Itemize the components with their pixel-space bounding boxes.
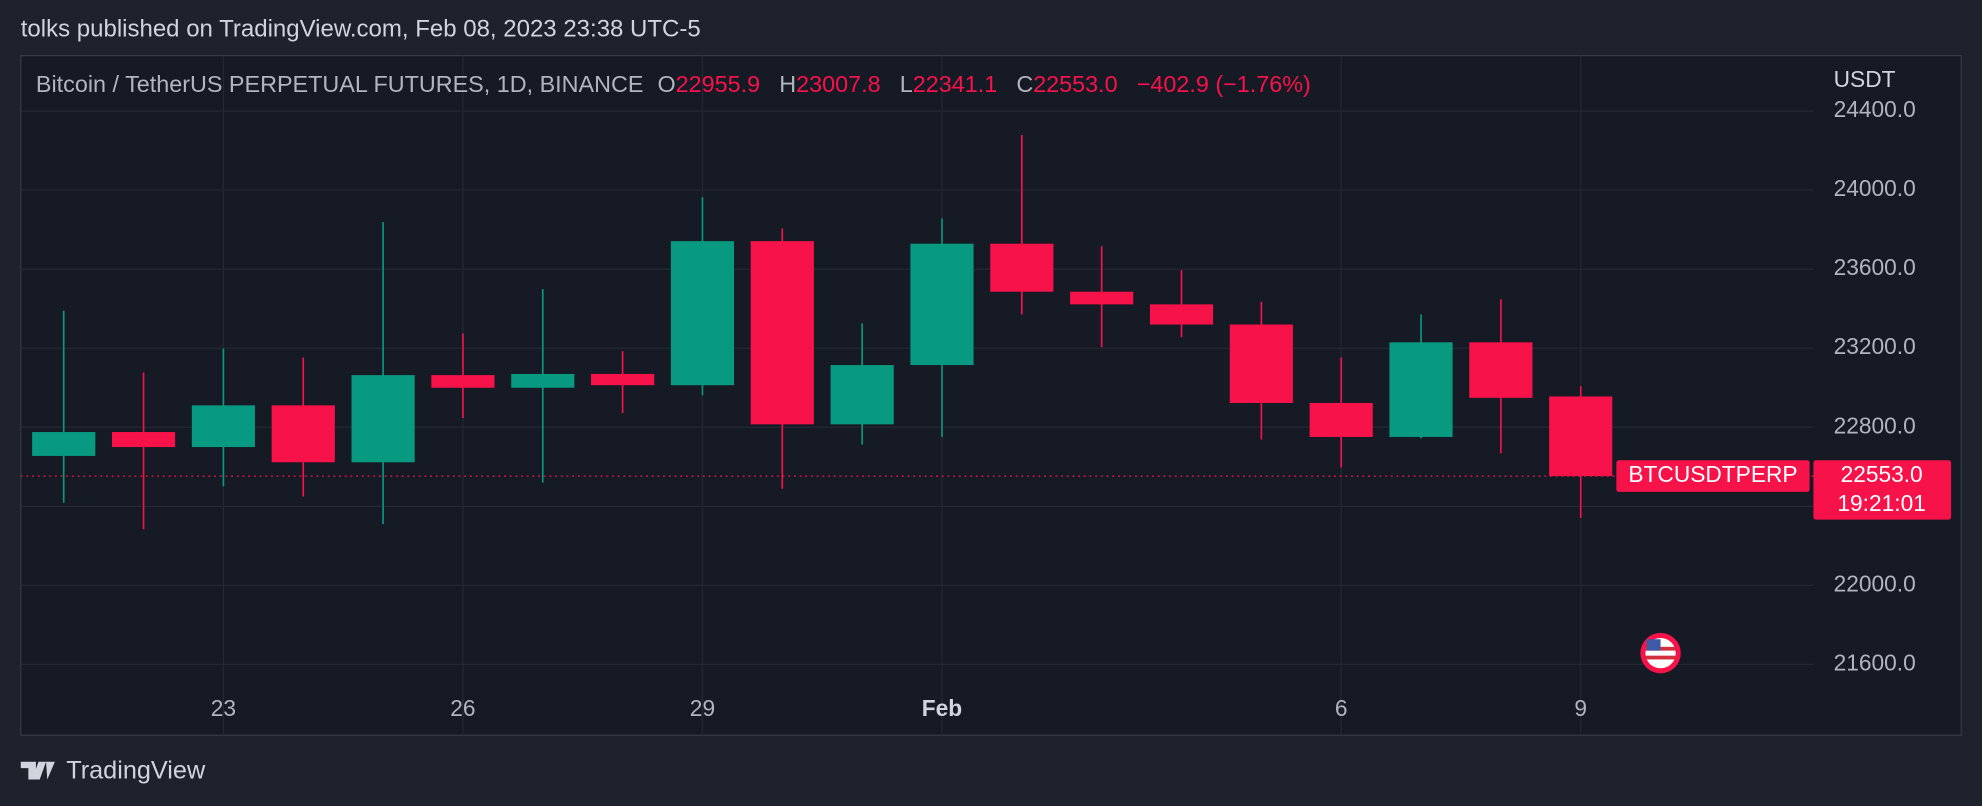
symbol-label: BTCUSDTPERP (1628, 461, 1797, 487)
legend-key: C (1016, 71, 1033, 97)
legend-value: 23007.8 (796, 71, 880, 97)
candle-body (351, 375, 415, 463)
chart-panel (20, 54, 1962, 736)
candle-body (830, 365, 894, 425)
candle-body (1149, 304, 1214, 325)
legend-change: −402.9 (−1.76%) (1137, 71, 1311, 97)
candle-body (591, 373, 655, 386)
chart-title: Bitcoin / TetherUS PERPETUAL FUTURES, 1D… (36, 71, 644, 97)
candle-body (271, 405, 335, 463)
x-tick-label: 26 (450, 695, 475, 721)
x-tick-label: 23 (211, 695, 236, 721)
candle-body (1549, 396, 1613, 477)
candles (20, 135, 1814, 530)
candle-body (191, 405, 255, 448)
legend-key: O (658, 71, 676, 97)
flag-stripe (1645, 655, 1676, 660)
x-tick-label: 6 (1335, 695, 1348, 721)
legend-key: L (900, 71, 913, 97)
candle-body (1229, 324, 1293, 403)
candle-body (32, 432, 96, 456)
candle-body (1469, 342, 1533, 398)
candle-body (1389, 342, 1453, 437)
candle-body (1309, 402, 1373, 437)
candle-body (111, 432, 176, 448)
x-tick-label: 29 (690, 695, 715, 721)
chart-legend: Bitcoin / TetherUS PERPETUAL FUTURES, 1D… (36, 71, 1311, 97)
candle-body (910, 243, 974, 366)
legend-value: 22341.1 (913, 71, 997, 97)
candle-body (670, 241, 735, 386)
labels: 21600.022000.022400.022800.023200.023600… (211, 96, 1952, 721)
countdown-label: 19:21:01 (1837, 490, 1925, 516)
x-tick-label: 9 (1574, 695, 1587, 721)
currency-label: USDT (1834, 66, 1896, 92)
x-tick-label: Feb (922, 695, 962, 721)
price-label-box (1813, 460, 1952, 520)
price-label: 22553.0 (1841, 461, 1923, 487)
y-tick-label: 23200.0 (1834, 333, 1916, 359)
legend-value: 22553.0 (1033, 71, 1117, 97)
y-tick-label: 24400.0 (1834, 96, 1916, 122)
candle-body (511, 373, 575, 388)
candle-body (750, 241, 814, 425)
y-tick-label: 22000.0 (1834, 570, 1916, 596)
candle-body (431, 375, 495, 388)
brand-icon (20, 761, 55, 780)
y-tick-label: 21600.0 (1834, 649, 1916, 675)
legend-key: H (779, 71, 796, 97)
candle-body (990, 243, 1054, 292)
symbol-label-box (1616, 460, 1810, 492)
y-tick-label: 22800.0 (1834, 412, 1916, 438)
legend-value: 22955.9 (676, 71, 760, 97)
flag-canton (1646, 639, 1661, 651)
y-tick-label: 24000.0 (1834, 175, 1916, 201)
candle-body (1070, 291, 1134, 305)
brand-name: TradingView (66, 757, 206, 785)
attribution: tolks published on TradingView.com, Feb … (21, 16, 701, 43)
flag-icon (1640, 632, 1681, 674)
y-tick-label: 23600.0 (1834, 254, 1916, 280)
brand-logo: TradingView (20, 757, 206, 785)
